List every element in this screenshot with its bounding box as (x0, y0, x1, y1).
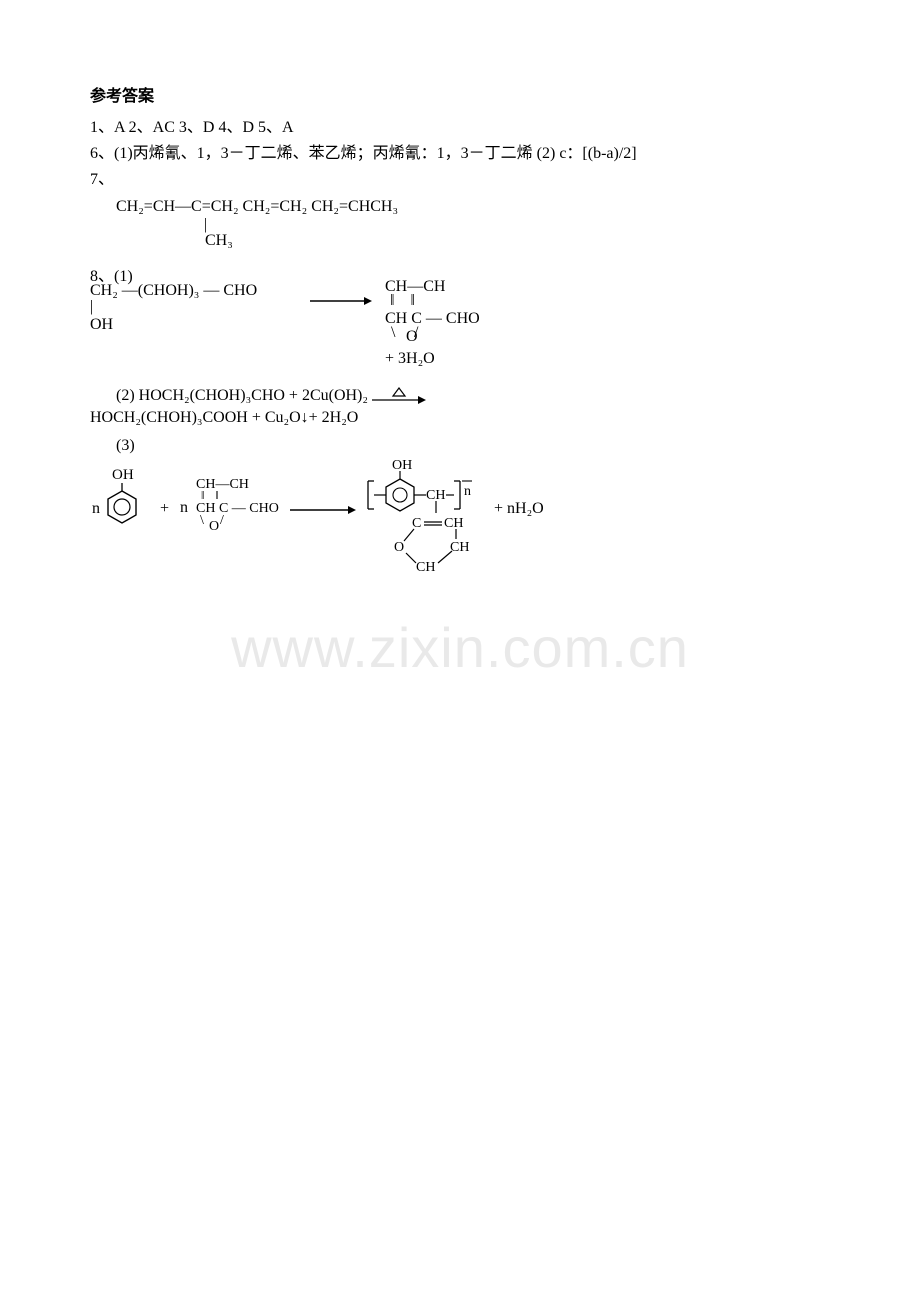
q7-ch3: CH₃ (205, 232, 233, 250)
q8-left-oh: OH (90, 316, 113, 334)
q83-label: (3) (116, 437, 135, 455)
phenol-reactant: OH n (90, 467, 150, 542)
furan-o: O (209, 519, 219, 535)
q8-prod-water: + 3H₂O (385, 350, 435, 368)
furan-n-label: n (180, 499, 188, 517)
q7-main: CH₂=CH—C=CH₂ CH₂=CH₂ CH₂=CHCH₃ (116, 198, 398, 216)
q83-arrow (290, 503, 356, 521)
poly-n: n (464, 484, 471, 499)
q8-prod-dbonds: ‖ ‖ (390, 292, 421, 310)
poly-ch-top: CH (426, 488, 445, 503)
q8-prod-o: O (406, 328, 418, 346)
furan-line3: CH C — CHO (196, 501, 279, 517)
poly-oh: OH (392, 458, 412, 473)
heat-arrow-icon (372, 386, 426, 402)
q82-line2: HOCH₂(CHOH)₃COOH + Cu₂O↓+ 2H₂O (90, 409, 830, 427)
phenol-n-label: n (92, 500, 100, 517)
q8-eq3: (3) OH n + n CH—CH ‖ ‖ CH C — CHO \ / O (90, 437, 830, 577)
q83-tail: + nH₂O (494, 500, 544, 518)
q8-left-bond: | (90, 298, 93, 316)
q83-plus-1: + (160, 500, 169, 518)
poly-ch-br: CH (450, 540, 469, 555)
poly-c: C (412, 516, 421, 531)
q8-prod-line3: CH C — CHO (385, 310, 480, 328)
q6-line: 6、(1)丙烯氰、1，3－丁二烯、苯乙烯；丙烯氰：1，3－丁二烯 (2) c：[… (90, 142, 830, 166)
q7-label: 7、 (90, 168, 830, 192)
poly-ch-bl: CH (416, 560, 435, 575)
q82-line1: (2) HOCH₂(CHOH)₃CHO + 2Cu(OH)₂ (116, 387, 368, 404)
q8-prod-slash1: \ (391, 324, 395, 342)
answers-title: 参考答案 (90, 82, 830, 106)
q7-structures: CH₂=CH—C=CH₂ CH₂=CH₂ CH₂=CHCH₃ | CH₃ (90, 198, 830, 258)
furan-cho-reactant: n CH—CH ‖ ‖ CH C — CHO \ / O (180, 477, 290, 547)
q8-left-line1: CH₂ —(CHOH)₃ — CHO (90, 282, 257, 300)
polymer-product: n OH CH C CH O (364, 457, 494, 582)
q8-arrow (310, 294, 372, 312)
q8-eq1: 8、(1) CH₂ —(CHOH)₃ — CHO | OH CH—CH ‖ ‖ … (90, 262, 830, 382)
poly-ch-r: CH (444, 516, 463, 531)
mcq-line: 1、A 2、AC 3、D 4、D 5、A (90, 116, 830, 140)
phenol-oh-label: OH (112, 467, 134, 483)
poly-o: O (394, 540, 404, 555)
q8-eq2: (2) HOCH₂(CHOH)₃CHO + 2Cu(OH)₂ HOCH₂(CHO… (90, 386, 830, 427)
watermark: www.zixin.com.cn (231, 615, 689, 680)
